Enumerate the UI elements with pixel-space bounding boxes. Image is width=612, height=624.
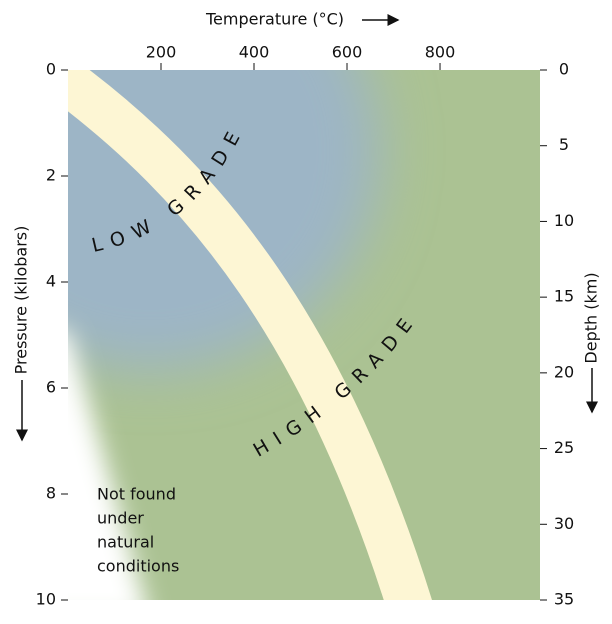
x-tick-label: 400 xyxy=(239,43,270,62)
right-tick-label: 20 xyxy=(554,362,574,381)
excluded-line: natural xyxy=(97,533,154,552)
left-tick-label: 4 xyxy=(46,272,56,291)
excluded-label: Not found under natural conditions xyxy=(97,485,179,576)
left-tick-label: 0 xyxy=(46,60,56,79)
right-tick-label: 10 xyxy=(554,211,574,230)
left-tick-label: 2 xyxy=(46,166,56,185)
right-tick-label: 25 xyxy=(554,438,574,457)
depth-label: Depth (km) xyxy=(582,272,601,363)
temperature-label: Temperature (°C) xyxy=(205,10,344,29)
boundary-band xyxy=(68,70,432,600)
x-tick-label: 600 xyxy=(332,43,363,62)
right-tick-label: 15 xyxy=(554,287,574,306)
excluded-line: conditions xyxy=(97,557,179,576)
excluded-line: under xyxy=(97,509,144,528)
x-tick-label: 800 xyxy=(425,43,456,62)
left-tick-label: 8 xyxy=(46,484,56,503)
excluded-region xyxy=(68,330,145,600)
x-tick-label: 200 xyxy=(146,43,177,62)
right-tick-label: 35 xyxy=(554,590,574,609)
plot-area xyxy=(68,70,540,600)
right-tick-label: 0 xyxy=(559,60,569,79)
excluded-line: Not found xyxy=(97,485,176,504)
pressure-label: Pressure (kilobars) xyxy=(12,226,31,375)
right-tick-label: 5 xyxy=(559,135,569,154)
right-tick-label: 30 xyxy=(554,514,574,533)
left-tick-label: 6 xyxy=(46,378,56,397)
left-tick-label: 10 xyxy=(36,590,56,609)
